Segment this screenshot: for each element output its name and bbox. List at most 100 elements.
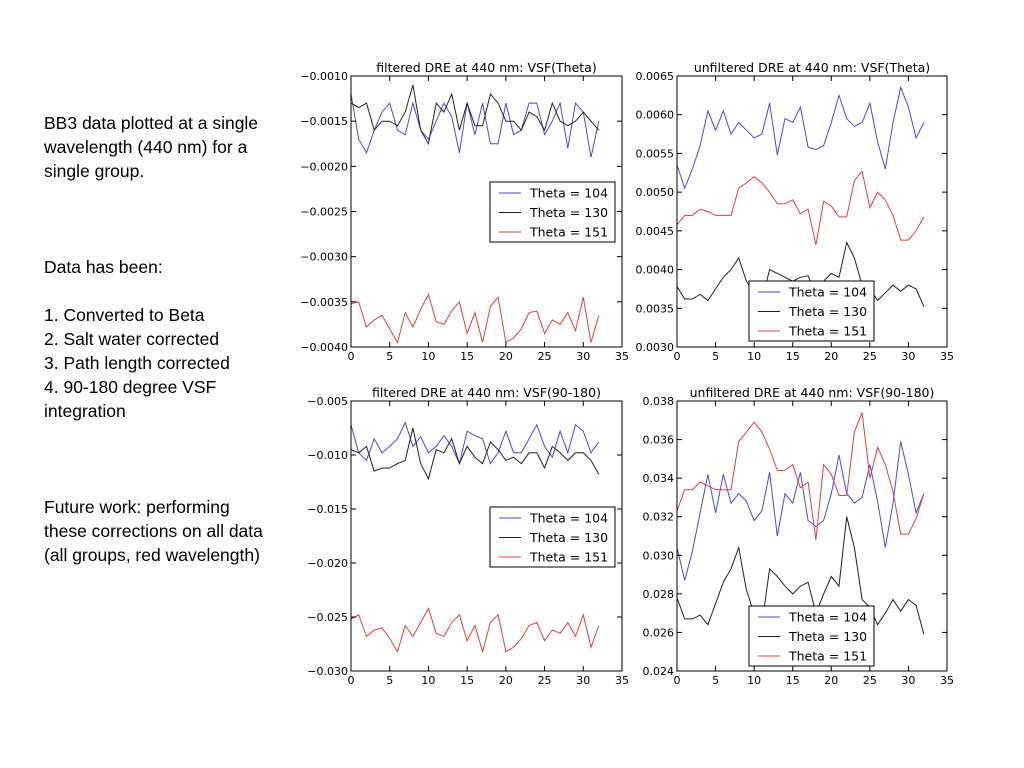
y-tick-label: −0.0040 (300, 341, 348, 354)
y-tick-label: −0.010 (307, 449, 348, 462)
y-tick-label: −0.020 (307, 557, 348, 570)
x-tick-label: 5 (386, 350, 393, 363)
notes-step: 3. Path length corrected (44, 353, 230, 373)
series-line-2 (676, 241, 925, 307)
x-tick-label: 25 (863, 674, 877, 687)
x-tick-label: 25 (538, 350, 552, 363)
x-tick-label: 5 (386, 674, 393, 687)
x-tick-label: 10 (421, 350, 435, 363)
notes-steps-heading: Data has been: (44, 257, 163, 277)
legend-label: Theta = 104 (529, 511, 608, 526)
y-tick-label: −0.025 (307, 611, 348, 624)
x-tick-label: 15 (460, 350, 474, 363)
y-tick-label: 0.036 (643, 434, 675, 447)
y-tick-label: 0.034 (643, 472, 675, 485)
x-tick-label: 35 (615, 350, 629, 363)
x-tick-label: 30 (901, 674, 915, 687)
y-tick-label: 0.0050 (636, 186, 675, 199)
legend-label: Theta = 130 (788, 629, 867, 644)
x-tick-label: 10 (421, 674, 435, 687)
y-tick-label: −0.0020 (300, 160, 348, 173)
series-line-3 (350, 607, 600, 654)
notes-step: 4. 90-180 degree VSF integration (44, 377, 217, 421)
y-tick-label: −0.005 (307, 395, 348, 408)
notes-step: 1. Converted to Beta (44, 305, 205, 325)
x-tick-label: 0 (674, 674, 681, 687)
series-line-2 (350, 427, 600, 481)
y-tick-label: −0.030 (307, 665, 348, 678)
y-tick-label: 0.032 (643, 511, 675, 524)
x-tick-label: 35 (615, 674, 629, 687)
legend-label: Theta = 151 (788, 324, 867, 339)
legend-label: Theta = 151 (529, 225, 608, 240)
x-tick-label: 15 (460, 674, 474, 687)
x-tick-label: 30 (576, 350, 590, 363)
series-line-2 (350, 84, 600, 146)
y-tick-label: −0.0010 (300, 70, 348, 83)
plot-frame (676, 75, 948, 348)
x-tick-label: 15 (786, 350, 800, 363)
x-tick-label: 25 (863, 350, 877, 363)
legend-label: Theta = 130 (529, 205, 608, 220)
chart-title: unfiltered DRE at 440 nm: VSF(Theta) (694, 60, 930, 75)
y-tick-label: 0.0040 (636, 264, 675, 277)
x-tick-label: 25 (538, 674, 552, 687)
y-tick-label: 0.0030 (636, 341, 675, 354)
legend-label: Theta = 104 (529, 186, 608, 201)
y-tick-label: −0.015 (307, 503, 348, 516)
x-tick-label: 35 (940, 350, 954, 363)
x-tick-label: 30 (576, 674, 590, 687)
x-tick-label: 20 (824, 350, 838, 363)
series-line-3 (676, 170, 925, 245)
x-tick-label: 20 (499, 674, 513, 687)
series-line-3 (350, 293, 600, 344)
y-tick-label: 0.038 (643, 395, 675, 408)
series-line-1 (676, 85, 925, 190)
y-tick-label: 0.0065 (636, 70, 675, 83)
y-tick-label: 0.0055 (636, 147, 675, 160)
plot-frame (676, 400, 948, 672)
y-tick-label: 0.0035 (636, 302, 675, 315)
notes-intro: BB3 data plotted at a single wavelength … (44, 113, 259, 181)
x-tick-label: 15 (786, 674, 800, 687)
legend-label: Theta = 104 (788, 610, 867, 625)
legend-label: Theta = 151 (529, 550, 608, 565)
x-tick-label: 0 (674, 350, 681, 363)
legend-label: Theta = 130 (788, 304, 867, 319)
x-tick-label: 5 (712, 674, 719, 687)
notes-future-work: Future work: performing these correction… (44, 497, 263, 565)
plot-frame (350, 400, 623, 672)
legend-label: Theta = 130 (529, 530, 608, 545)
x-tick-label: 5 (712, 350, 719, 363)
series-line-2 (676, 516, 925, 635)
x-tick-label: 0 (348, 674, 355, 687)
y-tick-label: −0.0035 (300, 296, 348, 309)
y-tick-label: 0.026 (643, 626, 675, 639)
chart-title: filtered DRE at 440 nm: VSF(90-180) (372, 385, 601, 400)
y-tick-label: 0.0060 (636, 109, 675, 122)
series-line-1 (676, 441, 925, 581)
series-line-1 (350, 94, 600, 158)
notes-step: 2. Salt water corrected (44, 329, 220, 349)
y-tick-label: 0.0045 (636, 225, 675, 238)
x-tick-label: 35 (940, 674, 954, 687)
x-tick-label: 20 (824, 674, 838, 687)
y-tick-label: 0.028 (643, 588, 675, 601)
chart-title: unfiltered DRE at 440 nm: VSF(90-180) (690, 385, 935, 400)
x-tick-label: 0 (348, 350, 355, 363)
legend-label: Theta = 104 (788, 285, 867, 300)
series-line-3 (676, 412, 925, 540)
x-tick-label: 10 (747, 350, 761, 363)
chart-title: filtered DRE at 440 nm: VSF(Theta) (376, 60, 596, 75)
y-tick-label: 0.030 (643, 549, 675, 562)
notes-panel: BB3 data plotted at a single wavelength … (44, 111, 274, 567)
series-line-1 (350, 421, 600, 466)
y-tick-label: −0.0030 (300, 251, 348, 264)
x-tick-label: 30 (901, 350, 915, 363)
x-tick-label: 10 (747, 674, 761, 687)
x-tick-label: 20 (499, 350, 513, 363)
legend-label: Theta = 151 (788, 649, 867, 664)
y-tick-label: −0.0015 (300, 115, 348, 128)
y-tick-label: 0.024 (643, 665, 675, 678)
